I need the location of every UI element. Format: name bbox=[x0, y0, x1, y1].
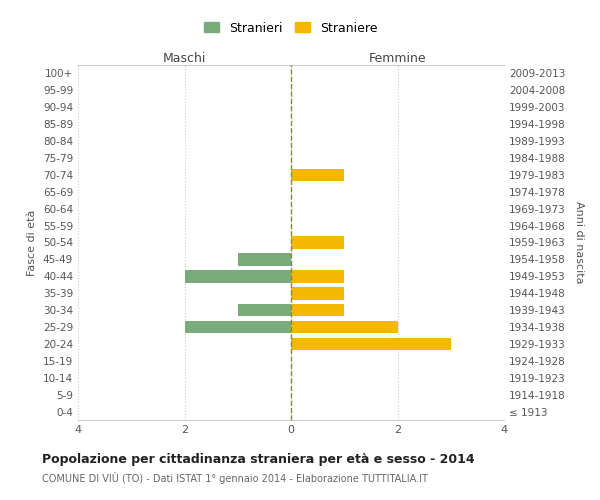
Y-axis label: Anni di nascita: Anni di nascita bbox=[574, 201, 584, 284]
Text: Maschi: Maschi bbox=[163, 52, 206, 65]
Y-axis label: Fasce di età: Fasce di età bbox=[28, 210, 37, 276]
Bar bbox=[291, 236, 344, 249]
Bar bbox=[238, 253, 291, 266]
Bar bbox=[291, 338, 451, 350]
Bar bbox=[238, 304, 291, 316]
Bar bbox=[291, 320, 398, 334]
Bar bbox=[185, 320, 291, 334]
Text: COMUNE DI VIÙ (TO) - Dati ISTAT 1° gennaio 2014 - Elaborazione TUTTITALIA.IT: COMUNE DI VIÙ (TO) - Dati ISTAT 1° genna… bbox=[42, 472, 428, 484]
Legend: Stranieri, Straniere: Stranieri, Straniere bbox=[204, 22, 378, 35]
Bar bbox=[185, 270, 291, 282]
Bar bbox=[291, 168, 344, 181]
Bar bbox=[291, 287, 344, 300]
Text: Femmine: Femmine bbox=[368, 52, 427, 65]
Text: Popolazione per cittadinanza straniera per età e sesso - 2014: Popolazione per cittadinanza straniera p… bbox=[42, 452, 475, 466]
Bar bbox=[291, 270, 344, 282]
Bar bbox=[291, 304, 344, 316]
